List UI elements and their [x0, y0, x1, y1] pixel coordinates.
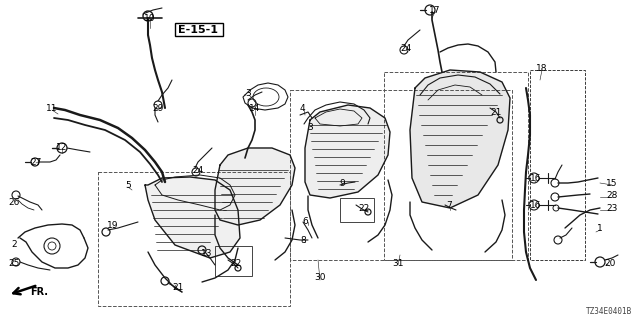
Text: 1: 1	[597, 223, 603, 233]
Text: 24: 24	[401, 44, 412, 52]
Text: 6: 6	[302, 217, 308, 226]
Bar	[340, 198, 374, 222]
Bar	[530, 70, 585, 260]
Text: 8: 8	[300, 236, 306, 244]
Polygon shape	[145, 177, 240, 258]
Bar	[98, 172, 290, 306]
Polygon shape	[410, 70, 510, 208]
Text: 3: 3	[307, 123, 313, 132]
Text: 21: 21	[172, 284, 184, 292]
Text: 4: 4	[299, 103, 305, 113]
Text: 24: 24	[193, 165, 204, 174]
Text: 16: 16	[531, 173, 541, 182]
Text: 10: 10	[144, 13, 156, 22]
Text: 12: 12	[56, 142, 68, 151]
Text: 15: 15	[606, 179, 618, 188]
Text: 13: 13	[201, 249, 212, 258]
Text: 22: 22	[230, 260, 242, 268]
Text: 9: 9	[339, 179, 345, 188]
Text: 29: 29	[152, 103, 164, 113]
Text: 31: 31	[392, 259, 404, 268]
Text: 22: 22	[358, 204, 370, 212]
Bar	[215, 246, 252, 276]
Bar	[175, 23, 223, 36]
Bar	[384, 72, 528, 260]
Text: 26: 26	[8, 197, 20, 206]
Text: 2: 2	[11, 239, 17, 249]
Text: 7: 7	[446, 201, 452, 210]
Text: 3: 3	[245, 89, 251, 98]
Text: 11: 11	[46, 103, 58, 113]
Text: 23: 23	[606, 204, 618, 212]
Text: TZ34E0401B: TZ34E0401B	[586, 307, 632, 316]
Text: 25: 25	[8, 260, 20, 268]
Text: E-15-1: E-15-1	[178, 25, 218, 35]
Bar	[290, 90, 512, 260]
Text: 20: 20	[604, 260, 616, 268]
Polygon shape	[305, 105, 390, 198]
Text: 27: 27	[30, 157, 42, 166]
Text: FR.: FR.	[30, 287, 48, 297]
Text: 17: 17	[429, 5, 441, 14]
Text: 19: 19	[108, 220, 119, 229]
Polygon shape	[215, 148, 295, 225]
Text: 18: 18	[536, 63, 548, 73]
Text: 30: 30	[314, 274, 326, 283]
Text: 5: 5	[125, 180, 131, 189]
Text: 21: 21	[490, 108, 502, 116]
Text: 28: 28	[606, 190, 618, 199]
Text: 16: 16	[531, 201, 541, 210]
Text: 14: 14	[250, 103, 260, 113]
